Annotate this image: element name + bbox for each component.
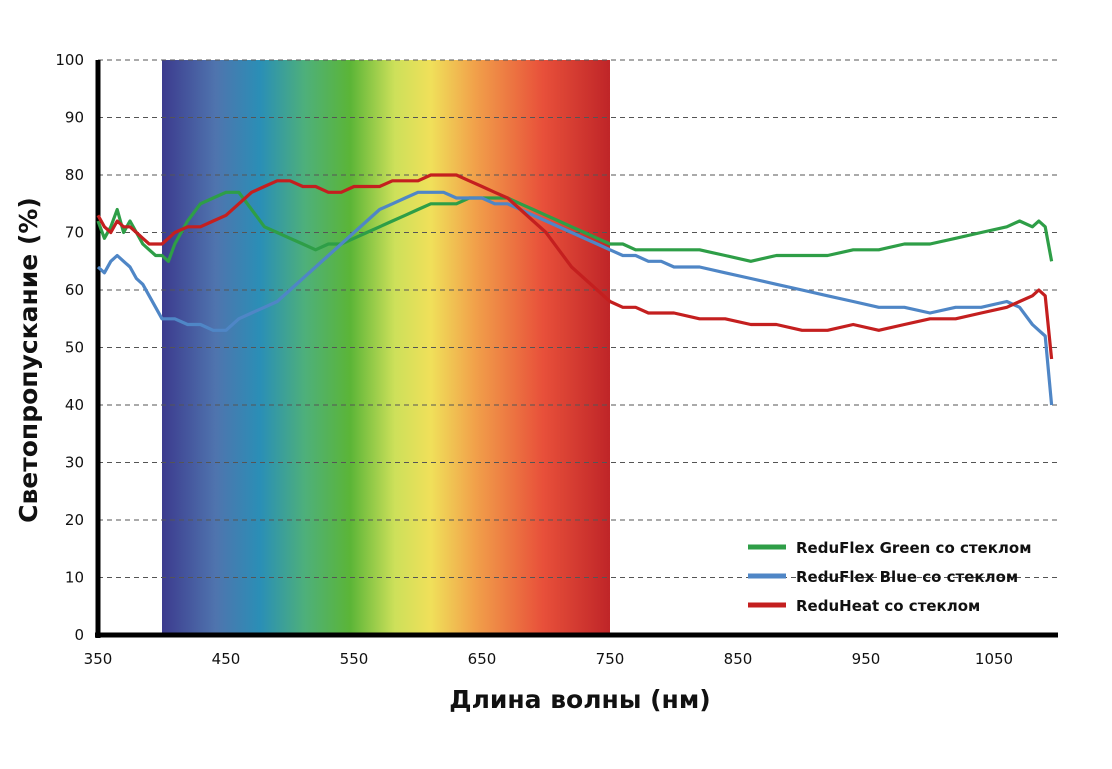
- x-tick-label: 1050: [975, 650, 1013, 668]
- legend: ReduFlex Green со стеклом ReduFlex Blue с…: [748, 539, 1031, 615]
- legend-label: ReduHeat со стеклом: [796, 597, 980, 615]
- x-tick-label: 350: [84, 650, 113, 668]
- x-tick-labels: 350 450 550 650 750 850 950 1050: [84, 650, 1013, 668]
- x-tick-label: 750: [596, 650, 625, 668]
- series-lines: [96, 173, 1054, 406]
- y-tick-label: 100: [55, 51, 84, 69]
- x-tick-label: 850: [724, 650, 753, 668]
- y-tick-label: 80: [65, 166, 84, 184]
- axes: [95, 60, 1058, 638]
- legend-label: ReduFlex Green со стеклом: [796, 539, 1031, 557]
- series-line-0: [96, 190, 1054, 263]
- gridlines: [98, 59, 1058, 578]
- y-tick-label: 30: [65, 454, 84, 472]
- y-tick-label: 20: [65, 511, 84, 529]
- legend-label: ReduFlex Blue со стеклом: [796, 568, 1018, 586]
- y-tick-label: 0: [74, 626, 84, 644]
- y-tick-labels: 0 10 20 30 40 50 60 70 80 90 100: [55, 51, 84, 644]
- y-tick-label: 90: [65, 109, 84, 127]
- y-tick-label: 60: [65, 281, 84, 299]
- y-tick-label: 70: [65, 224, 84, 242]
- x-tick-label: 450: [212, 650, 241, 668]
- x-axis-title: Длина волны (нм): [449, 685, 710, 714]
- series-line-1: [96, 190, 1054, 406]
- series-line-2: [96, 173, 1054, 360]
- y-axis-title: Светопропускание (%): [14, 197, 43, 523]
- x-tick-label: 550: [340, 650, 369, 668]
- y-tick-label: 10: [65, 569, 84, 587]
- x-tick-label: 950: [852, 650, 881, 668]
- y-tick-label: 50: [65, 339, 84, 357]
- x-tick-label: 650: [468, 650, 497, 668]
- y-tick-label: 40: [65, 396, 84, 414]
